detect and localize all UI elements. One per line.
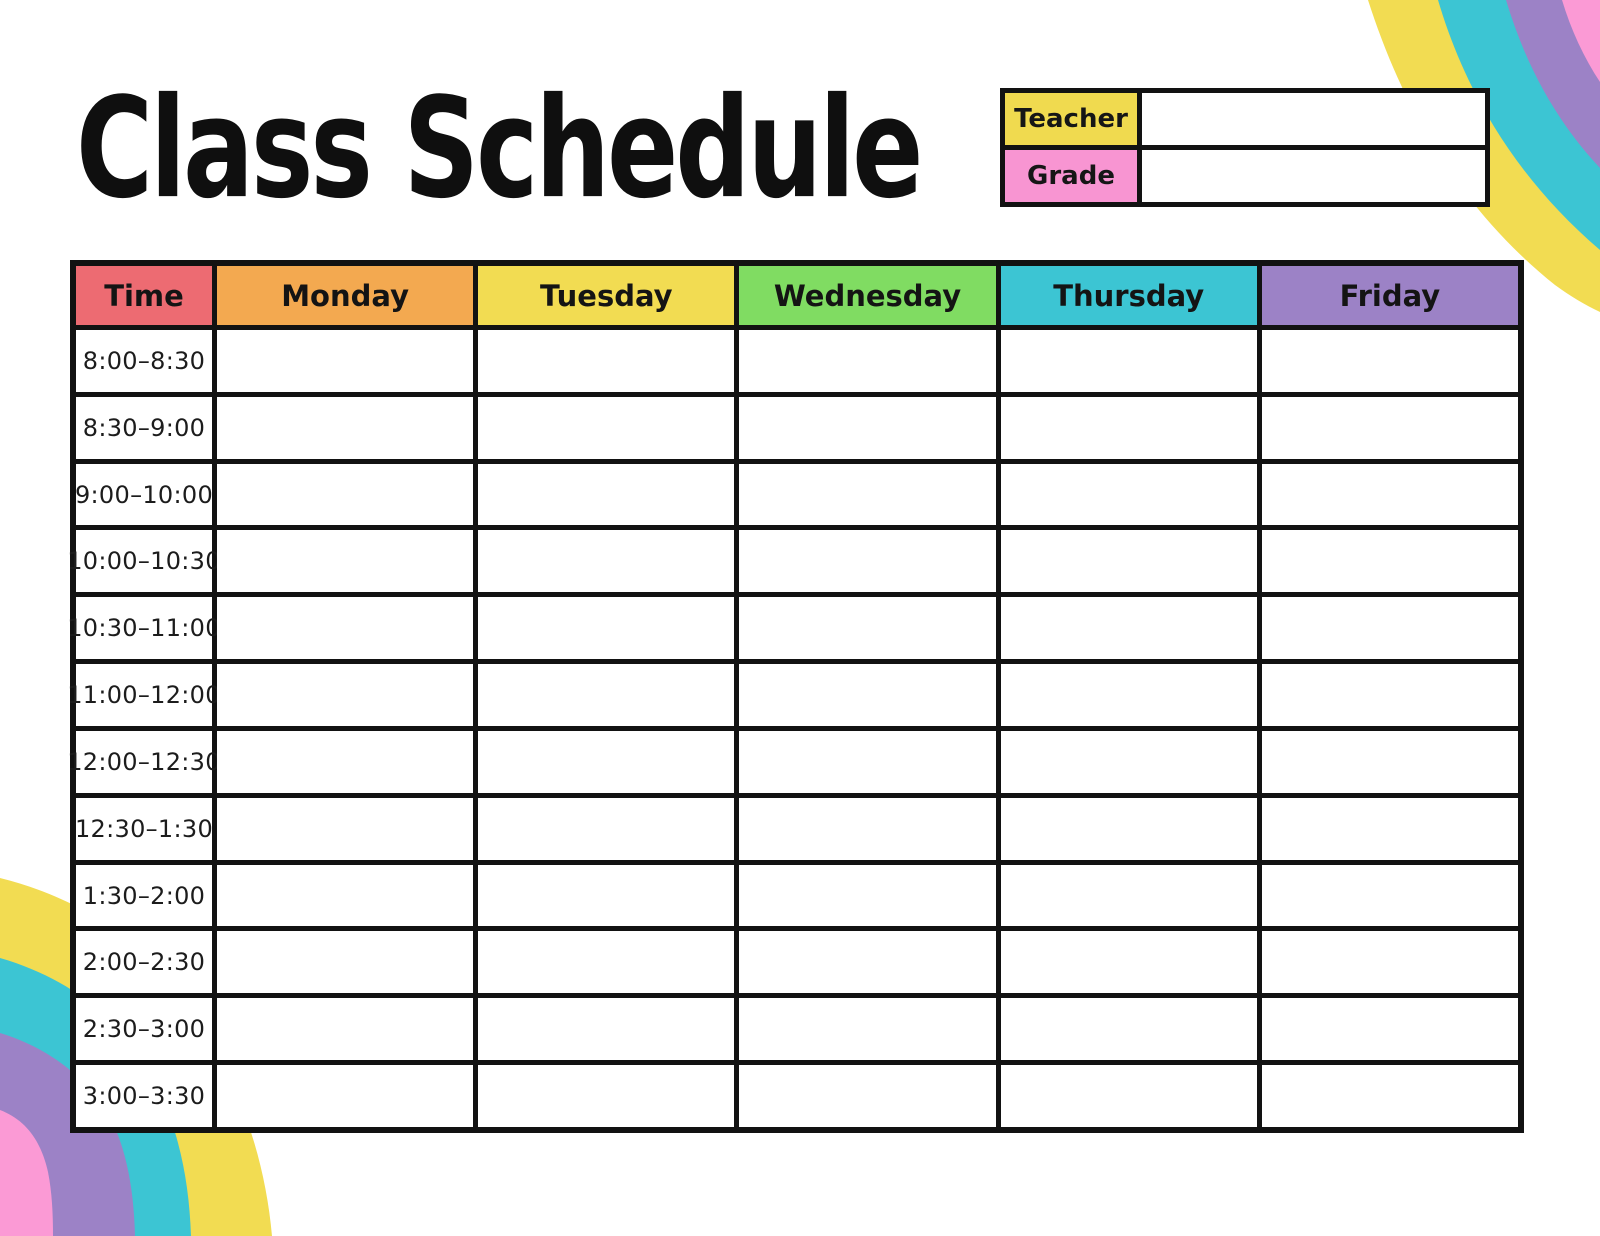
column-header-wednesday: Wednesday <box>739 266 996 325</box>
schedule-cell-empty[interactable] <box>739 797 996 860</box>
schedule-cell-empty[interactable] <box>739 530 996 593</box>
schedule-table: Time Monday Tuesday Wednesday Thursday F… <box>67 260 1524 1133</box>
schedule-cell-empty[interactable] <box>217 797 474 860</box>
time-slot-label: 2:30–3:00 <box>76 998 212 1061</box>
teacher-label: Teacher <box>1005 93 1142 145</box>
column-header-thursday: Thursday <box>1000 266 1257 325</box>
schedule-cell-empty[interactable] <box>1000 330 1257 392</box>
schedule-cell-empty[interactable] <box>739 330 996 392</box>
schedule-cell-empty[interactable] <box>1261 1065 1518 1127</box>
time-slot-label: 8:00–8:30 <box>76 330 212 392</box>
schedule-cell-empty[interactable] <box>739 730 996 793</box>
schedule-cell-empty[interactable] <box>1261 998 1518 1061</box>
time-slot-label: 10:00–10:30 <box>67 530 221 593</box>
schedule-cell-empty[interactable] <box>1261 797 1518 860</box>
schedule-cell-empty[interactable] <box>1000 797 1257 860</box>
schedule-cell-empty[interactable] <box>478 664 735 726</box>
time-slot-label: 12:00–12:30 <box>67 730 221 793</box>
teacher-grade-box: Teacher Grade <box>1000 88 1490 207</box>
schedule-cell-empty[interactable] <box>1261 330 1518 392</box>
time-slot-label: 10:30–11:00 <box>67 597 221 660</box>
column-header-friday: Friday <box>1261 266 1518 325</box>
schedule-cell-empty[interactable] <box>217 931 474 994</box>
schedule-cell-empty[interactable] <box>478 998 735 1061</box>
schedule-cell-empty[interactable] <box>478 396 735 459</box>
time-slot-label: 8:30–9:00 <box>76 396 212 459</box>
schedule-cell-empty[interactable] <box>1000 396 1257 459</box>
schedule-cell-empty[interactable] <box>1261 730 1518 793</box>
schedule-cell-empty[interactable] <box>217 998 474 1061</box>
schedule-cell-empty[interactable] <box>739 864 996 927</box>
schedule-cell-empty[interactable] <box>217 396 474 459</box>
schedule-cell-empty[interactable] <box>739 931 996 994</box>
grade-value-field[interactable] <box>1142 150 1485 202</box>
schedule-cell-empty[interactable] <box>1261 396 1518 459</box>
schedule-cell-empty[interactable] <box>1000 597 1257 660</box>
time-slot-label: 2:00–2:30 <box>76 931 212 994</box>
schedule-cell-empty[interactable] <box>217 664 474 726</box>
schedule-cell-empty[interactable] <box>1261 463 1518 526</box>
schedule-cell-empty[interactable] <box>478 730 735 793</box>
schedule-cell-empty[interactable] <box>1261 530 1518 593</box>
schedule-cell-empty[interactable] <box>739 597 996 660</box>
schedule-cell-empty[interactable] <box>478 931 735 994</box>
arc-purple <box>1506 0 1600 168</box>
schedule-cell-empty[interactable] <box>1261 931 1518 994</box>
schedule-cell-empty[interactable] <box>217 1065 474 1127</box>
time-slot-label: 1:30–2:00 <box>76 864 212 927</box>
schedule-cell-empty[interactable] <box>1000 530 1257 593</box>
arc-pink <box>1562 0 1600 82</box>
schedule-cell-empty[interactable] <box>478 463 735 526</box>
schedule-cell-empty[interactable] <box>739 1065 996 1127</box>
time-slot-label: 9:00–10:00 <box>75 463 213 526</box>
schedule-cell-empty[interactable] <box>217 330 474 392</box>
schedule-cell-empty[interactable] <box>217 463 474 526</box>
column-header-tuesday: Tuesday <box>478 266 735 325</box>
schedule-cell-empty[interactable] <box>217 530 474 593</box>
time-slot-label: 12:30–1:30 <box>75 797 213 860</box>
schedule-cell-empty[interactable] <box>1000 1065 1257 1127</box>
schedule-cell-empty[interactable] <box>478 530 735 593</box>
schedule-cell-empty[interactable] <box>739 664 996 726</box>
schedule-cell-empty[interactable] <box>1261 664 1518 726</box>
schedule-cell-empty[interactable] <box>739 463 996 526</box>
arc-pink <box>0 1110 53 1236</box>
schedule-cell-empty[interactable] <box>478 1065 735 1127</box>
schedule-cell-empty[interactable] <box>217 730 474 793</box>
grade-label: Grade <box>1005 150 1142 202</box>
schedule-cell-empty[interactable] <box>1000 864 1257 927</box>
schedule-cell-empty[interactable] <box>217 597 474 660</box>
page-title: Class Schedule <box>76 68 923 230</box>
schedule-cell-empty[interactable] <box>478 597 735 660</box>
teacher-row: Teacher <box>1005 93 1485 145</box>
column-header-monday: Monday <box>217 266 474 325</box>
schedule-cell-empty[interactable] <box>1261 864 1518 927</box>
teacher-value-field[interactable] <box>1142 93 1485 145</box>
schedule-cell-empty[interactable] <box>739 998 996 1061</box>
schedule-cell-empty[interactable] <box>478 330 735 392</box>
column-header-time: Time <box>76 266 212 325</box>
schedule-cell-empty[interactable] <box>217 864 474 927</box>
schedule-cell-empty[interactable] <box>1261 597 1518 660</box>
schedule-cell-empty[interactable] <box>1000 463 1257 526</box>
grade-row: Grade <box>1005 145 1485 202</box>
time-slot-label: 11:00–12:00 <box>67 664 221 726</box>
schedule-cell-empty[interactable] <box>1000 931 1257 994</box>
schedule-cell-empty[interactable] <box>739 396 996 459</box>
schedule-cell-empty[interactable] <box>478 864 735 927</box>
time-slot-label: 3:00–3:30 <box>76 1065 212 1127</box>
schedule-cell-empty[interactable] <box>1000 730 1257 793</box>
schedule-cell-empty[interactable] <box>1000 998 1257 1061</box>
schedule-cell-empty[interactable] <box>1000 664 1257 726</box>
schedule-cell-empty[interactable] <box>478 797 735 860</box>
